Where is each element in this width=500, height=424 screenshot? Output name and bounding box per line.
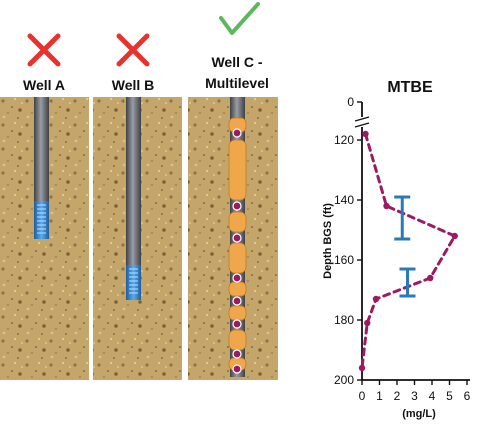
data-point xyxy=(372,295,380,303)
well-b-label: Well B xyxy=(112,77,155,93)
well-b: Well B xyxy=(93,33,182,380)
well-screen-b xyxy=(126,265,141,300)
chart-title: MTBE xyxy=(387,79,433,96)
y-ticks: 0 120 140 160 180 200 xyxy=(334,95,362,387)
well-screen-a xyxy=(34,201,49,239)
x-tick-label: 4 xyxy=(429,389,436,403)
well-c-label-line-1: Well C - xyxy=(211,54,262,70)
data-point xyxy=(451,232,458,240)
profile-series xyxy=(358,130,458,372)
data-point xyxy=(358,364,366,372)
data-point xyxy=(383,202,390,210)
red-x-icon xyxy=(27,33,61,67)
x-tick-label: 2 xyxy=(394,389,401,403)
well-a: Well A xyxy=(0,33,89,380)
x-tick-label: 0 xyxy=(359,389,366,403)
well-c: Well C - Multilevel xyxy=(188,2,278,380)
y-tick-label: 160 xyxy=(334,253,354,267)
sampling-port xyxy=(232,201,242,211)
x-tick-label: 1 xyxy=(376,389,383,403)
x-tick-label: 5 xyxy=(446,389,453,403)
y-tick-label: 140 xyxy=(334,193,354,207)
green-check-icon xyxy=(219,2,260,35)
sampling-port xyxy=(232,296,242,306)
data-point xyxy=(364,319,371,327)
sampling-port xyxy=(232,364,242,374)
data-point xyxy=(362,130,369,138)
well-a-label: Well A xyxy=(23,77,65,93)
axis-break-icon xyxy=(354,116,370,128)
y-axis-label: Depth BGS (ft) xyxy=(322,203,334,279)
well-casing-b xyxy=(126,97,141,265)
y-tick-label: 200 xyxy=(334,373,354,387)
error-bar xyxy=(394,195,411,241)
x-axis-label: (mg/L) xyxy=(402,408,436,420)
sampling-port xyxy=(232,128,242,138)
x-tick-label: 6 xyxy=(464,389,471,403)
sampling-port xyxy=(232,273,242,283)
sampling-port xyxy=(232,233,242,243)
well-c-label-line-2: Multilevel xyxy=(205,75,269,91)
sampling-port xyxy=(232,319,242,329)
series-line xyxy=(360,132,457,370)
sampling-ports xyxy=(232,128,242,374)
y-tick-label: 120 xyxy=(334,133,354,147)
error-bar xyxy=(399,267,416,298)
error-bars xyxy=(394,195,416,298)
y-tick-label: 180 xyxy=(334,313,354,327)
x-tick-label: 3 xyxy=(411,389,418,403)
well-casing-a xyxy=(34,97,49,201)
sampling-port xyxy=(232,349,242,359)
y-tick-label: 0 xyxy=(347,95,354,109)
data-point xyxy=(427,274,434,282)
packers xyxy=(228,117,247,371)
red-x-icon xyxy=(116,33,150,67)
